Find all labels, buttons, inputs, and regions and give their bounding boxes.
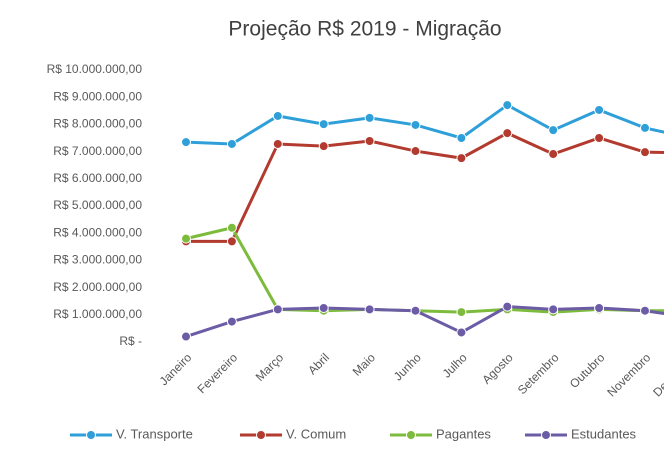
x-tick-label: Fevereiro [195,350,241,396]
y-tick-label: R$ 2.000.000,00 [53,280,142,294]
x-tick-label: Abril [305,350,332,377]
chart-title: Projeção R$ 2019 - Migração [228,18,501,41]
x-tick-label: Junho [391,350,424,383]
data-point [318,303,329,313]
legend-label: Pagantes [436,426,491,441]
data-point [410,146,421,157]
data-point [318,119,329,130]
data-point [272,304,283,315]
data-point [594,104,605,115]
legend-label: V. Comum [286,426,346,441]
y-tick-label: R$ 7.000.000,00 [53,144,142,158]
data-point [410,119,421,130]
x-tick-label: Janeiro [157,350,195,388]
data-point [640,147,650,158]
data-point [502,128,513,139]
data-point [456,133,467,143]
data-point [456,307,467,318]
legend-label: Estudantes [571,426,637,441]
data-point [364,112,375,123]
data-point [456,153,467,164]
x-tick-label: Agosto [479,350,516,387]
data-point [226,236,237,247]
y-tick-label: R$ 1.000.000,00 [53,307,142,321]
y-tick-label: R$ 10.000.000,00 [47,62,143,76]
y-tick-label: R$ 3.000.000,00 [53,253,142,267]
series-line [185,226,664,314]
data-point [181,137,191,148]
x-tick-label: Outubro [567,350,608,391]
series-line [185,305,664,338]
legend-marker [541,430,551,440]
data-point [272,110,283,121]
data-point [410,305,421,316]
y-tick-label: R$ 4.000.000,00 [53,225,142,239]
data-point [502,100,513,111]
data-point [181,331,191,342]
data-point [272,138,283,149]
legend-marker [256,430,266,440]
legend-label: V. Transporte [116,426,193,441]
data-point [594,303,605,313]
x-tick-label: Julho [440,350,470,380]
x-tick-label: Maio [350,350,379,379]
data-point [640,122,650,133]
x-tick-label: Novembro [604,350,653,399]
y-tick-label: R$ 9.000.000,00 [53,89,142,103]
legend-marker [86,430,96,440]
y-tick-label: R$ - [119,334,142,348]
x-tick-label: Dezembro [650,350,664,399]
data-point [226,138,237,149]
y-tick-label: R$ 5.000.000,00 [53,198,142,212]
data-point [226,222,237,233]
data-point [502,301,513,312]
data-point [456,327,467,338]
data-point [548,149,559,160]
legend-marker [406,430,416,440]
data-point [548,304,559,315]
data-point [640,305,650,316]
data-point [548,125,559,136]
y-tick-label: R$ 8.000.000,00 [53,117,142,131]
x-tick-label: Setembro [515,350,562,397]
data-point [364,304,375,315]
data-point [318,141,329,152]
series-line [186,131,664,243]
series-line [185,103,664,146]
y-tick-label: R$ 6.000.000,00 [53,171,142,185]
x-tick-label: Março [253,350,287,384]
data-point [181,233,191,244]
data-point [594,133,605,143]
data-point [364,135,375,146]
data-point [226,316,237,327]
